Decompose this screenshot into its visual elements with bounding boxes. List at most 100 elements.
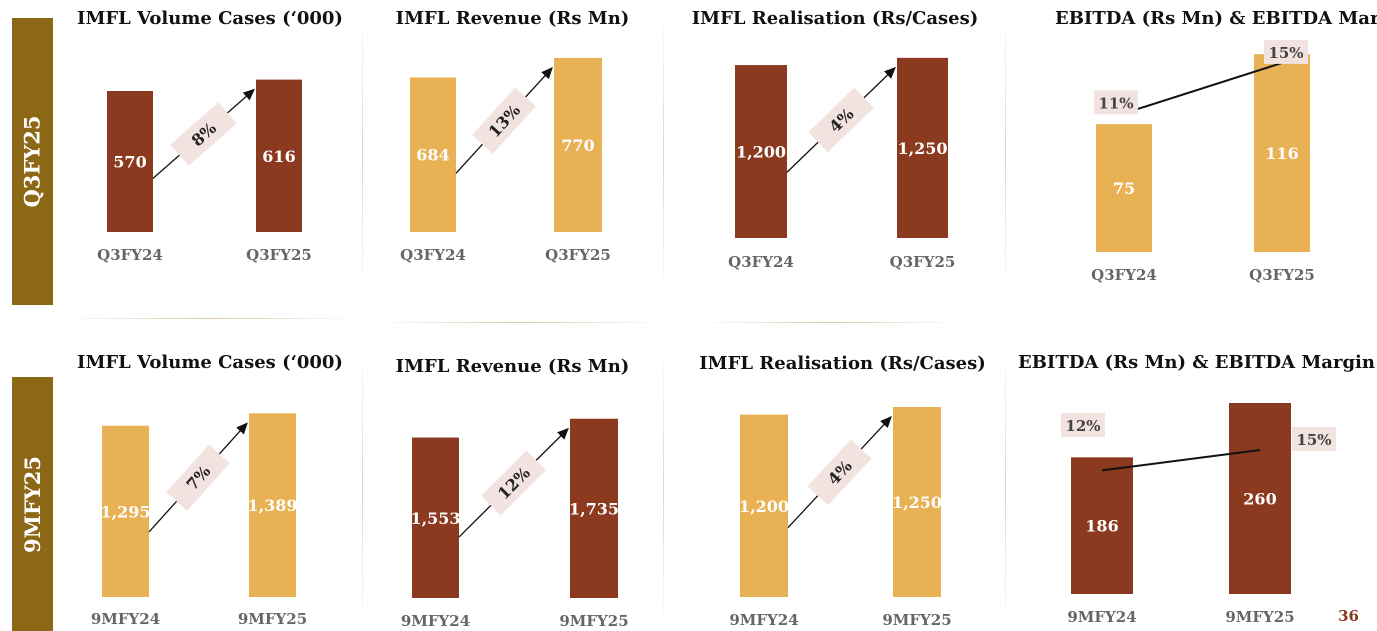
x-tick-label: Q3FY24 [728,253,794,271]
bar-value-label: 1,553 [410,509,460,528]
row-divider-3 [700,322,960,323]
growth-badge: 4% [807,439,872,506]
row-label-text: 9MFY25 [20,455,46,553]
bar-9mfy25 [1229,403,1291,594]
bar-value-label: 186 [1085,517,1118,536]
bar-q3fy25 [897,57,948,239]
growth-badge-bg [808,87,874,153]
row-label-9mfy25: 9MFY25 [12,377,53,631]
column-divider-6 [1005,345,1006,631]
margin-badge-bg [1094,90,1138,115]
bar-value-label: 1,200 [739,497,789,516]
x-tick-label: 9MFY24 [91,610,160,628]
x-tick-label: Q3FY24 [1091,266,1157,284]
chart-panel-9m-ebitda: EBITDA (Rs Mn) & EBITDA Margin % 186 9MFY… [1010,352,1377,631]
bar-9mfy24 [1071,457,1133,594]
bar-value-label: 1,389 [247,496,297,515]
growth-badge: 8% [170,102,237,166]
column-divider-1 [362,10,363,300]
x-tick-label: 9MFY25 [238,610,307,628]
chart-title: EBITDA (Rs Mn) & EBITDA Margin % [1055,8,1377,29]
chart-title: IMFL Revenue (Rs Mn) [395,356,630,377]
bar-value-label: 1,250 [897,139,947,158]
bar-value-label: 75 [1113,179,1135,198]
chart-panel-9m-revenue: IMFL Revenue (Rs Mn) 1,553 9MFY24 1,735 9MF… [365,356,660,631]
bar-value-label: 260 [1243,490,1276,509]
margin-label: 15% [1268,44,1303,62]
page-number: 36 [1338,607,1359,625]
row-divider-1 [60,318,360,319]
bar-q3fy25 [554,58,602,233]
bar-value-label: 116 [1265,144,1298,163]
column-divider-2 [663,10,664,300]
x-tick-label: Q3FY25 [1249,266,1315,284]
chart-title: EBITDA (Rs Mn) & EBITDA Margin % [1018,352,1377,373]
bar-value-label: 684 [416,146,449,165]
row-divider-2 [375,322,665,323]
x-tick-label: 9MFY24 [729,611,798,629]
bar-value-label: 616 [262,147,295,166]
margin-badge-bg [1292,427,1336,451]
x-tick-label: 9MFY25 [1225,608,1294,626]
bar-9mfy25 [570,418,618,598]
margin-badge-bg [1264,39,1308,64]
growth-badge-bg [166,444,230,511]
growth-badge-bg [472,87,536,154]
growth-badge: 7% [166,444,230,511]
growth-badge: 13% [472,87,536,154]
bar-q3fy25 [256,79,302,232]
margin-label: 11% [1098,94,1133,112]
chart-svg: 1,200 9MFY24 1,250 9MFY25 4% [729,406,952,629]
chart-panel-9m-realisation: IMFL Realisation (Rs/Cases) 1,200 9MFY24 1… [670,353,1000,631]
chart-panel-9m-volume: IMFL Volume Cases (‘000) 1,295 9MFY24 1,38… [60,352,360,631]
bar-9mfy25 [893,406,941,597]
bar-value-label: 1,735 [569,499,619,518]
row-label-text: Q3FY25 [20,115,45,208]
bar-q3fy24 [1096,124,1152,252]
column-divider-3 [1005,10,1006,300]
chart-panel-q3-revenue: IMFL Revenue (Rs Mn) 684 Q3FY24 770 Q3FY25 1… [365,8,660,308]
column-divider-4 [362,345,363,631]
chart-svg: 1,295 9MFY24 1,389 9MFY25 7% [91,413,307,628]
x-tick-label: 9MFY25 [559,612,628,630]
bar-value-label: 1,250 [892,493,942,512]
bar-9mfy24 [102,425,149,597]
bar-q3fy25 [1254,54,1310,252]
chart-title: IMFL Volume Cases (‘000) [77,8,343,29]
bar-q3fy24 [735,65,787,238]
margin-label: 15% [1296,431,1331,449]
growth-badge-bg [170,102,237,166]
chart-svg: 684 Q3FY24 770 Q3FY25 13% [400,58,611,264]
margin-line [1123,61,1283,115]
chart-panel-q3-ebitda: EBITDA (Rs Mn) & EBITDA Margin % 75 Q3FY2… [1010,8,1377,308]
chart-title: IMFL Volume Cases (‘000) [77,352,343,373]
chart-title: IMFL Revenue (Rs Mn) [395,8,630,29]
x-tick-label: Q3FY25 [545,246,611,264]
chart-title: IMFL Realisation (Rs/Cases) [699,353,986,374]
margin-line [1101,449,1261,472]
bar-q3fy24 [107,91,153,232]
x-tick-label: Q3FY24 [400,246,466,264]
x-tick-label: Q3FY24 [97,246,163,264]
bar-value-label: 570 [113,153,146,172]
bar-9mfy25 [249,413,296,597]
x-tick-label: Q3FY25 [246,246,312,264]
x-tick-label: 9MFY24 [1067,608,1136,626]
growth-badge-bg [480,450,547,516]
row-label-q3fy25: Q3FY25 [12,18,53,305]
chart-svg: 186 9MFY24 260 9MFY25 12% 15% [1061,403,1336,626]
bar-value-label: 770 [561,136,594,155]
bar-q3fy24 [410,77,456,232]
chart-svg: 75 Q3FY24 116 Q3FY25 11% 15% [1091,39,1315,284]
margin-label: 12% [1065,417,1100,435]
chart-title: IMFL Realisation (Rs/Cases) [691,8,979,29]
chart-panel-q3-realisation: IMFL Realisation (Rs/Cases) 1,200 Q3FY24 1… [670,8,1000,308]
chart-svg: 570 Q3FY24 616 Q3FY25 8% [97,79,312,264]
bar-value-label: 1,200 [736,143,786,162]
bar-9mfy24 [412,437,459,598]
growth-badge-bg [807,439,872,506]
column-divider-5 [663,345,664,631]
margin-badge-bg [1061,413,1105,437]
